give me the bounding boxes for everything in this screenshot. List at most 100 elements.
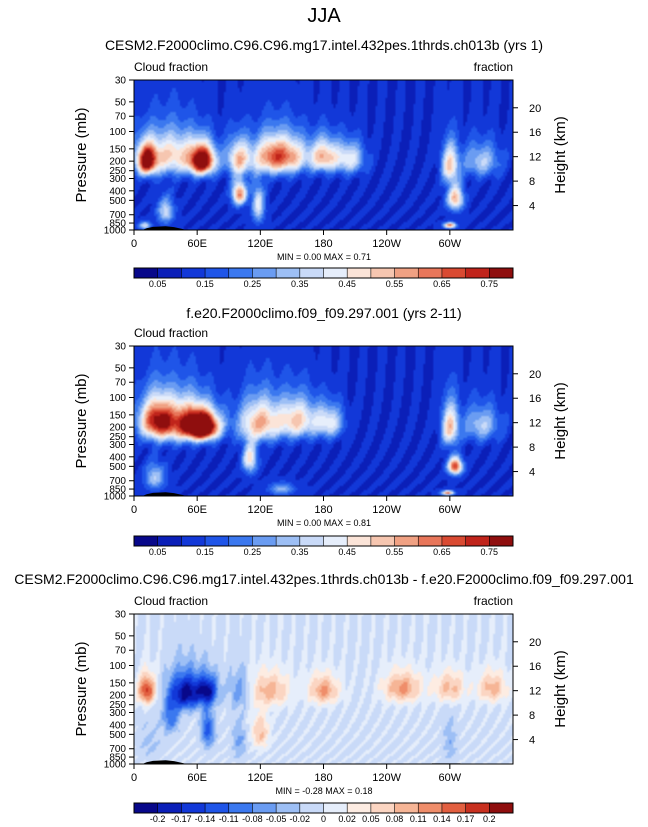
panel1-ytick-label: 100 <box>109 127 126 138</box>
panel1-ytick-label: 50 <box>115 97 127 108</box>
panel3-colorbar-bin <box>299 803 324 813</box>
panel3-ytick-label: 150 <box>109 678 126 689</box>
panel1-ytick-label: 500 <box>109 196 126 207</box>
panel1-xtick-label: 60E <box>187 238 207 250</box>
panel2-title: f.e20.F2000climo.f09_f09.297.001 (yrs 2-… <box>186 305 461 321</box>
panel1-ztick-label: 8 <box>529 176 535 188</box>
panel3-colorbar-label: 0 <box>321 814 326 824</box>
panel3-ytick-label: 200 <box>109 691 126 702</box>
panel1-colorbar-label: 0.05 <box>149 279 167 289</box>
panel3-ytick-label: 30 <box>115 610 127 621</box>
panel2-xtick-label: 0 <box>131 504 137 516</box>
panel2-colorbar-label: 0.55 <box>386 547 404 557</box>
panel3-ztick-label: 8 <box>529 710 535 722</box>
panel1-colorbar-bin <box>347 268 372 278</box>
panel2-ztick-label: 8 <box>529 442 535 454</box>
panel3-colorbar-bin <box>228 803 253 813</box>
panel2-colorbar-label: 0.05 <box>149 547 167 557</box>
panel2-ytick-label: 150 <box>109 410 126 421</box>
panel2-xtick-label: 60E <box>187 504 207 516</box>
panel3-colorbar-label: -0.05 <box>266 814 287 824</box>
panel1-ytick-label: 200 <box>109 157 126 168</box>
panel2-ytick-label: 50 <box>115 363 127 374</box>
panel3-colorbar-bin <box>134 803 159 813</box>
panel3-xtick-label: 60W <box>439 772 462 784</box>
panel2-colorbar-bin <box>228 536 253 546</box>
panel2-colorbar-bin <box>418 536 443 546</box>
panel1-colorbar-label: 0.55 <box>386 279 404 289</box>
panel1-colorbar-bin <box>323 268 348 278</box>
panel1-colorbar-bin <box>252 268 277 278</box>
panel3-colorbar-label: 0.14 <box>433 814 451 824</box>
panel2-ylabel: Pressure (mb) <box>73 373 90 468</box>
panel1-colorbar-label: 0.35 <box>291 279 309 289</box>
panel2-colorbar-bin <box>299 536 324 546</box>
panel3-xtick-label: 120W <box>372 772 401 784</box>
panel1-colorbar-bin <box>441 268 467 278</box>
panel3-ylabel: Pressure (mb) <box>73 641 90 736</box>
panel1-xtick-label: 180 <box>314 238 332 250</box>
panel1-ztick-label: 16 <box>529 127 541 139</box>
panel2-left-label: Cloud fraction <box>134 326 208 340</box>
panel3-title: CESM2.F2000climo.C96.C96.mg17.intel.432p… <box>14 571 634 587</box>
panel3-colorbar-bin <box>418 803 443 813</box>
panel1-ytick-label: 850 <box>109 219 126 230</box>
panel1-field <box>134 80 513 230</box>
panel1-colorbar-bin <box>157 268 182 278</box>
panel3-colorbar-bin <box>347 803 372 813</box>
panel2-colorbar-bin <box>252 536 277 546</box>
panel2-field <box>134 346 513 496</box>
panel3-ytick-label: 700 <box>109 744 126 755</box>
panel2-colorbar-label: 0.75 <box>481 547 499 557</box>
panel3-colorbar-bin <box>394 803 419 813</box>
panel1-colorbar-bin <box>228 268 253 278</box>
panel1-ytick-label: 1000 <box>104 226 127 237</box>
panel3-xtick-label: 0 <box>131 772 137 784</box>
panel1-stats: MIN = 0.00 MAX = 0.71 <box>277 252 371 262</box>
page-title: JJA <box>307 5 341 27</box>
panel3-xtick-label: 120E <box>247 772 273 784</box>
panel3-colorbar-label: 0.2 <box>483 814 496 824</box>
panel1-ylabel: Pressure (mb) <box>73 107 90 202</box>
panel3-stats: MIN = -0.28 MAX = 0.18 <box>275 786 372 796</box>
panel1-ytick-label: 700 <box>109 210 126 221</box>
panel2-xtick-label: 120W <box>372 504 401 516</box>
panel3-colorbar-bin <box>489 803 514 813</box>
panel2-colorbar-label: 0.25 <box>244 547 262 557</box>
panel1-ztick-label: 4 <box>529 201 535 213</box>
panel3-colorbar-label: -0.2 <box>150 814 166 824</box>
panel1-colorbar-bin <box>181 268 206 278</box>
panel3-terrain-africa <box>142 760 187 764</box>
panel2-ztick-label: 16 <box>529 393 541 405</box>
panel2-colorbar-label: 0.35 <box>291 547 309 557</box>
panel2-colorbar-bin <box>205 536 230 546</box>
panel2-colorbar-bin <box>394 536 419 546</box>
panel3-field <box>134 614 513 764</box>
panel1-ytick-label: 30 <box>115 76 127 87</box>
panel2-ytick-label: 100 <box>109 393 126 404</box>
panel2-colorbar-label: 0.15 <box>196 547 214 557</box>
panel3-ytick-label: 50 <box>115 631 127 642</box>
panel3-colorbar-label: -0.14 <box>195 814 216 824</box>
panel3-xtick-label: 180 <box>314 772 332 784</box>
panel3-ytick-label: 1000 <box>104 760 127 771</box>
panel3-colorbar-label: -0.11 <box>219 814 239 824</box>
panel1-ytick-label: 70 <box>115 112 127 123</box>
panel1-xtick-label: 0 <box>131 238 137 250</box>
panel3-ztick-label: 16 <box>529 661 541 673</box>
panel3-colorbar-label: -0.08 <box>242 814 263 824</box>
panel2-colorbar-bin <box>276 536 301 546</box>
panel1-colorbar-label: 0.25 <box>244 279 262 289</box>
panel3-colorbar-bin <box>205 803 230 813</box>
panel2-ztick-label: 20 <box>529 369 541 381</box>
panel1-ytick-label: 250 <box>109 166 126 177</box>
panel1-title: CESM2.F2000climo.C96.C96.mg17.intel.432p… <box>105 37 543 53</box>
panel2-colorbar-bin <box>134 536 159 546</box>
panel2-ytick-label: 400 <box>109 452 126 463</box>
panel1-right-label: fraction <box>474 60 513 74</box>
panel2-colorbar-bin <box>370 536 396 546</box>
panel3-y2label: Height (km) <box>552 650 569 728</box>
panel3-colorbar-bin <box>370 803 396 813</box>
panel2-colorbar-bin <box>489 536 514 546</box>
